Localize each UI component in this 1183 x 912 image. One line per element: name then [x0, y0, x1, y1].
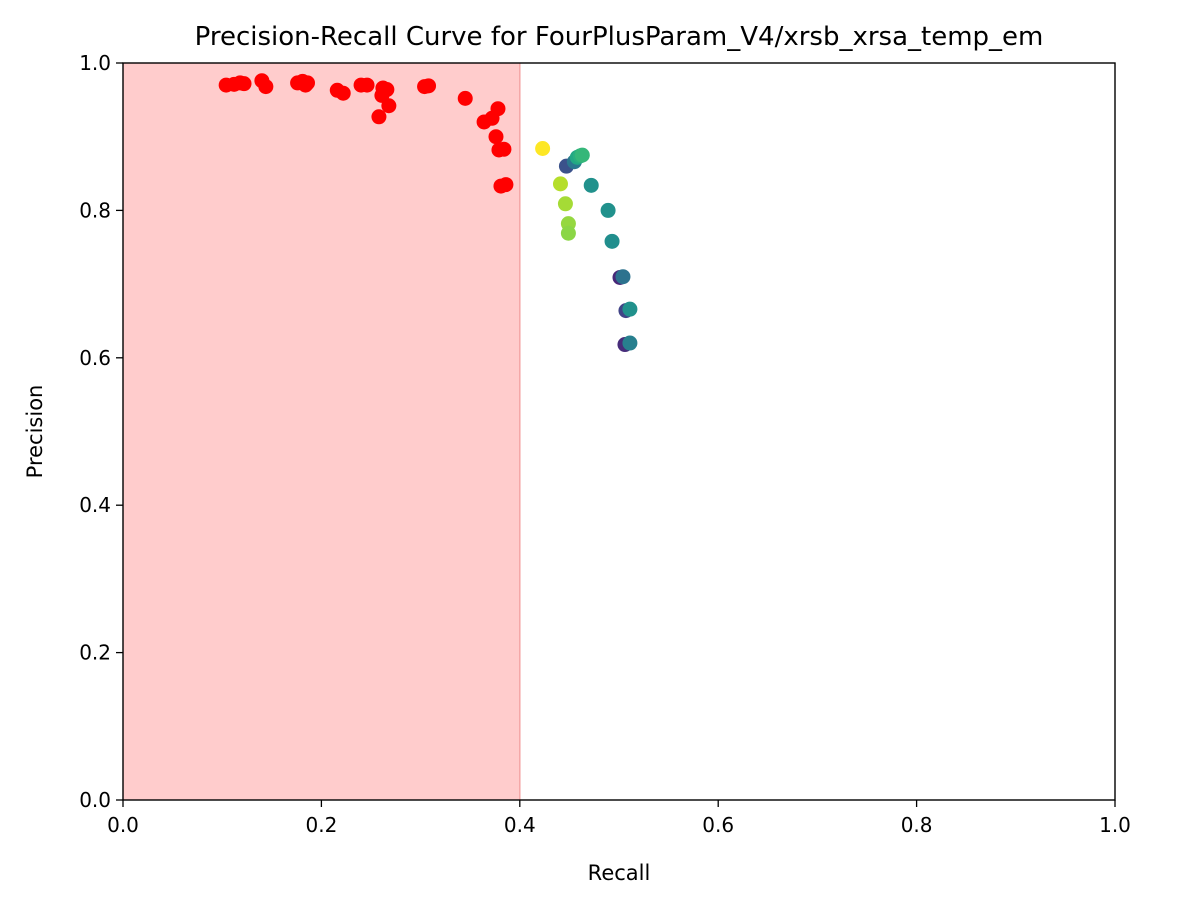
- plot-frame: [122, 62, 1116, 801]
- y-axis-label: Precision: [23, 385, 47, 479]
- data-point: [490, 101, 506, 117]
- data-point: [359, 77, 375, 93]
- y-tick-label: 0.6: [79, 346, 111, 370]
- data-point: [300, 75, 316, 91]
- data-point: [560, 225, 576, 241]
- data-point: [488, 129, 504, 145]
- x-tick-label: 0.4: [504, 813, 536, 837]
- data-point: [236, 76, 252, 92]
- data-point: [583, 177, 599, 193]
- y-tick-label: 0.0: [79, 788, 111, 812]
- x-tick-label: 1.0: [1099, 813, 1131, 837]
- data-point: [421, 78, 437, 94]
- x-axis-label: Recall: [588, 861, 651, 885]
- points-layer: [218, 73, 638, 353]
- data-point: [557, 196, 573, 212]
- shaded-region: [123, 63, 520, 800]
- x-axis-ticks: 0.0 0.2 0.4 0.6 0.8 1.0: [107, 800, 1131, 837]
- x-tick-label: 0.2: [305, 813, 337, 837]
- data-point: [574, 147, 590, 163]
- data-point: [258, 79, 274, 95]
- data-point: [600, 202, 616, 218]
- y-tick-label: 1.0: [79, 51, 111, 75]
- data-point: [604, 233, 620, 249]
- chart-title: Precision-Recall Curve for FourPlusParam…: [195, 22, 1044, 52]
- data-point: [622, 335, 638, 351]
- data-point: [335, 85, 351, 101]
- data-point: [371, 109, 387, 125]
- data-point: [496, 141, 512, 157]
- data-point: [381, 98, 397, 114]
- y-axis-ticks: 0.0 0.2 0.4 0.6 0.8 1.0: [79, 51, 123, 812]
- data-point: [535, 140, 551, 156]
- x-tick-label: 0.6: [702, 813, 734, 837]
- y-tick-label: 0.8: [79, 198, 111, 222]
- x-tick-label: 0.0: [107, 813, 139, 837]
- data-point: [622, 301, 638, 317]
- data-point: [615, 269, 631, 285]
- data-point: [379, 82, 395, 98]
- data-point: [498, 177, 514, 193]
- y-tick-label: 0.4: [79, 493, 111, 517]
- x-tick-label: 0.8: [901, 813, 933, 837]
- data-point: [457, 90, 473, 106]
- data-point: [552, 176, 568, 192]
- y-tick-label: 0.2: [79, 641, 111, 665]
